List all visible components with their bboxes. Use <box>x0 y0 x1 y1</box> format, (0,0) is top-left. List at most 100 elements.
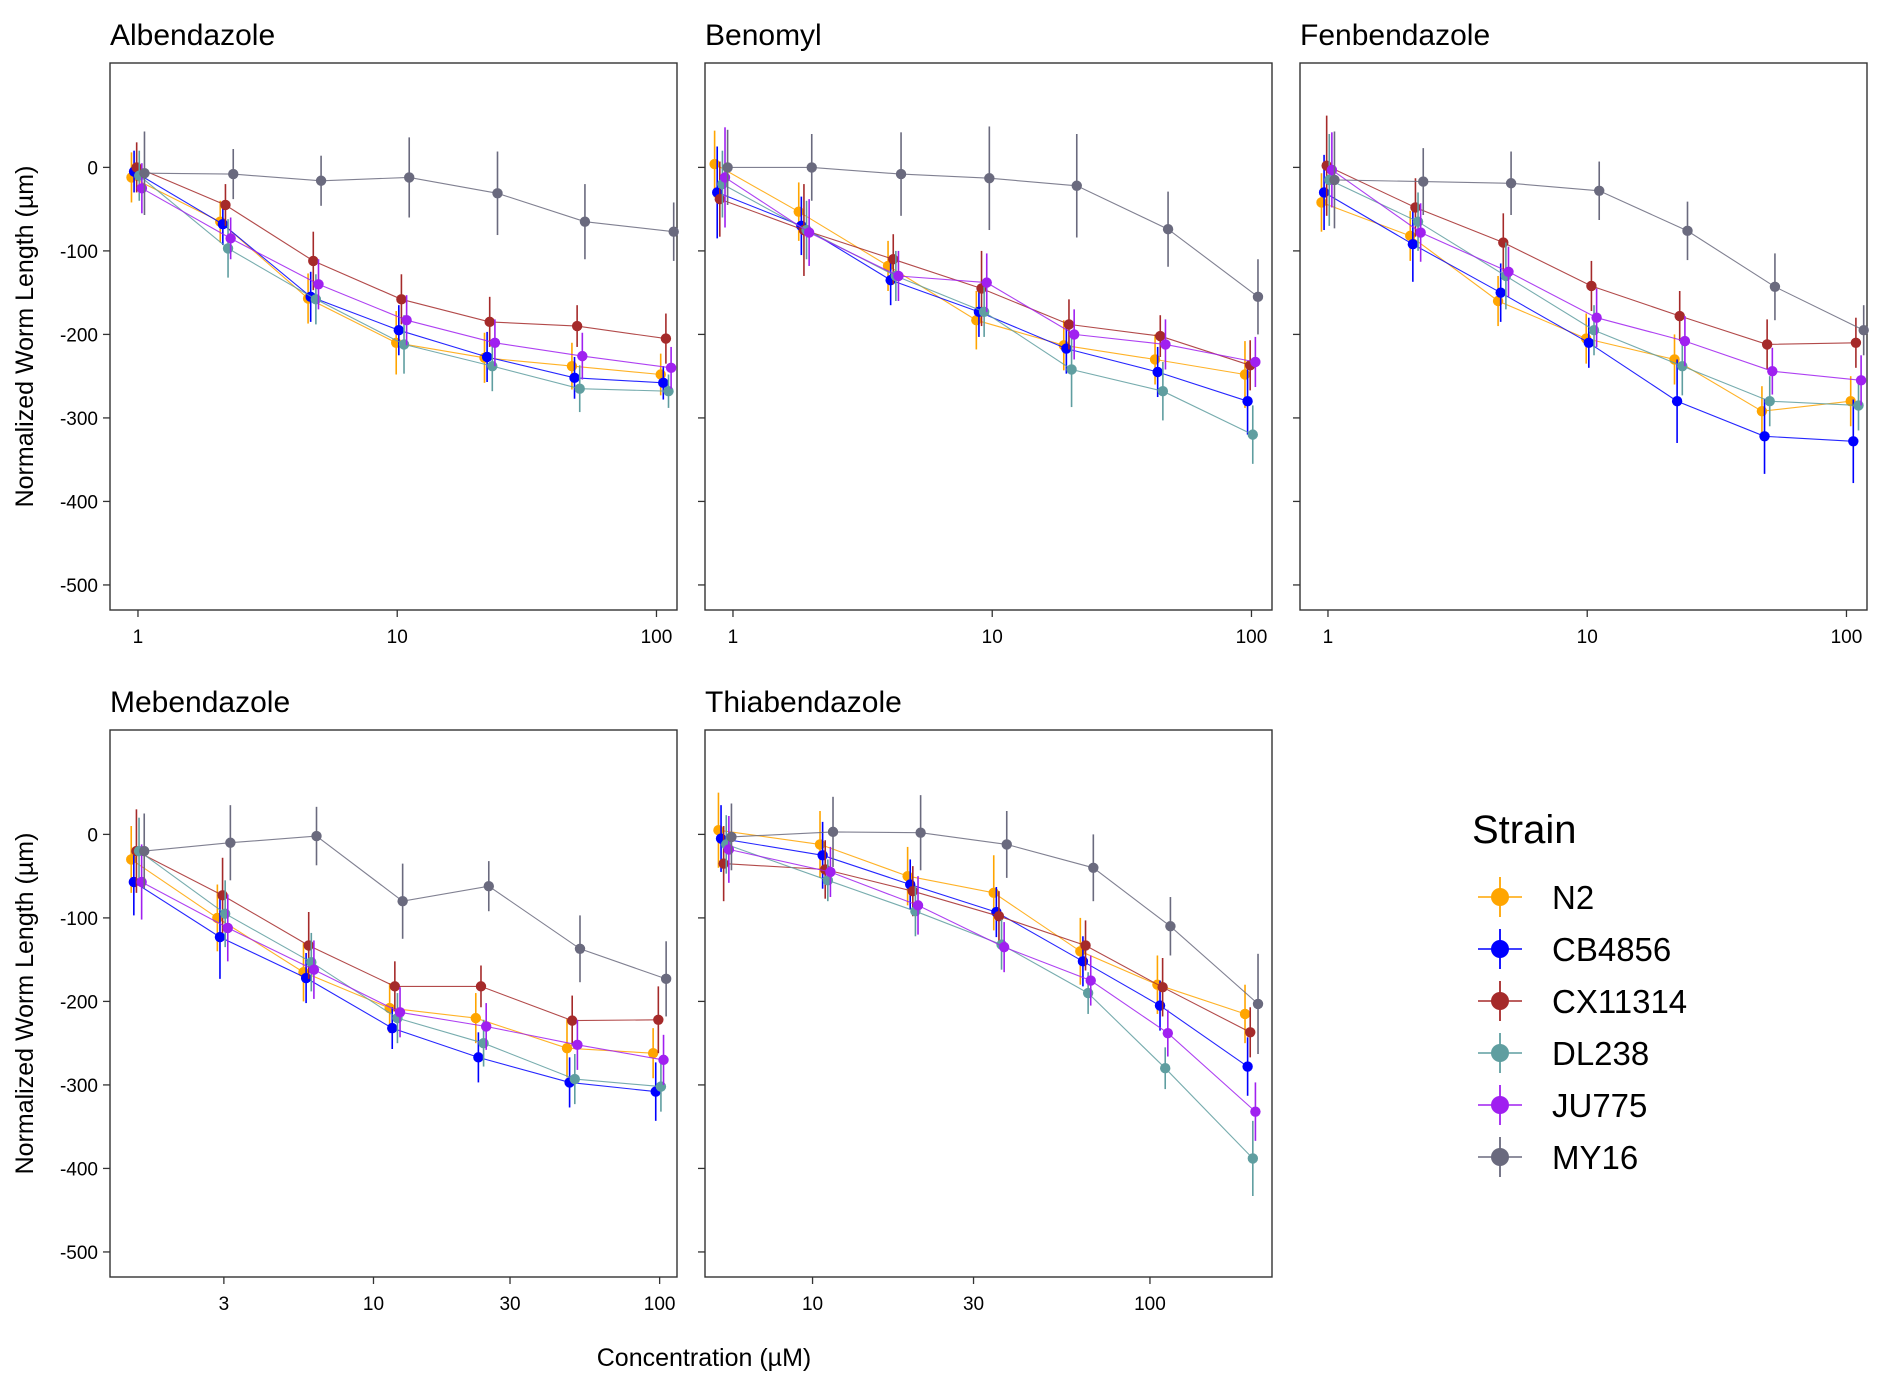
data-point <box>888 254 899 265</box>
data-point <box>1588 325 1600 336</box>
legend-entry-cb4856: CB4856 <box>1478 929 1671 969</box>
data-point <box>1410 202 1421 213</box>
legend-label: CB4856 <box>1552 931 1671 968</box>
data-point <box>668 226 679 237</box>
data-point <box>404 172 415 183</box>
y-tick-label: -500 <box>60 576 98 597</box>
series-cx11314 <box>131 142 672 364</box>
data-point <box>1250 356 1261 368</box>
data-point <box>1761 339 1773 350</box>
x-tick-label: 1 <box>133 627 144 648</box>
y-axis-label: Normalized Worm Length (µm) <box>11 166 39 508</box>
data-point <box>397 895 408 907</box>
data-point <box>566 1015 578 1026</box>
data-point <box>1061 343 1072 354</box>
data-point <box>803 227 815 238</box>
panel-albendazole: Albendazole 0 -100 -200 -300 -400 -500 Normaliz… <box>11 19 679 648</box>
x-tick-label: 100 <box>1134 1294 1166 1315</box>
data-point <box>1154 1000 1166 1011</box>
series-ju775 <box>136 163 677 389</box>
data-point <box>225 233 236 244</box>
legend-label: MY16 <box>1552 1139 1638 1176</box>
data-point <box>825 866 836 878</box>
data-point <box>393 325 405 336</box>
x-tick-label: 10 <box>387 627 408 648</box>
data-point <box>722 162 733 173</box>
data-point <box>315 175 327 186</box>
data-point <box>396 294 407 305</box>
x-tick-label: 10 <box>982 627 1003 648</box>
data-point <box>1239 369 1251 380</box>
data-point <box>579 216 591 227</box>
data-point <box>1247 1153 1259 1164</box>
data-point <box>470 1012 481 1024</box>
data-point <box>1152 366 1163 378</box>
data-point <box>714 193 726 205</box>
data-point <box>217 890 228 901</box>
panel-benomyl: Benomyl 1 10 100 <box>698 19 1273 648</box>
x-tick-label: 1 <box>728 627 739 648</box>
y-tick-label: -200 <box>60 325 98 346</box>
y-tick-label: -400 <box>60 1159 98 1180</box>
data-point <box>1088 862 1099 873</box>
data-point <box>1853 400 1864 411</box>
data-point <box>1160 1063 1171 1074</box>
data-point <box>1503 266 1514 277</box>
legend-label: N2 <box>1552 879 1594 916</box>
data-point <box>222 922 233 934</box>
data-point <box>569 1073 580 1085</box>
data-point <box>220 199 231 211</box>
data-point <box>398 339 410 350</box>
data-point <box>217 218 229 230</box>
data-point <box>574 943 586 954</box>
data-point <box>1505 178 1517 189</box>
x-tick-label: 100 <box>644 1294 676 1315</box>
x-tick-label: 30 <box>499 1294 520 1315</box>
y-tick-label: -400 <box>60 492 98 513</box>
legend-marker <box>1491 888 1509 906</box>
x-axis-label: Concentration (µM) <box>597 1344 811 1372</box>
data-point <box>1415 227 1426 238</box>
data-point <box>1329 174 1340 186</box>
legend-marker <box>1491 1148 1509 1166</box>
data-point <box>1157 386 1169 397</box>
data-point <box>1682 225 1693 237</box>
series-my16 <box>1329 131 1869 356</box>
data-point <box>1412 216 1424 227</box>
data-point <box>222 243 234 254</box>
data-point <box>1858 325 1869 336</box>
series-my16 <box>726 795 1264 1055</box>
series-cb4856 <box>1318 154 1859 484</box>
data-point <box>481 351 493 363</box>
data-point <box>214 931 226 943</box>
data-point <box>1001 839 1012 850</box>
data-point <box>1063 319 1075 330</box>
data-point <box>1326 164 1338 176</box>
data-point <box>1068 329 1080 340</box>
data-point <box>387 1022 398 1034</box>
data-point <box>394 1007 406 1018</box>
data-point <box>1242 396 1253 407</box>
data-point <box>489 337 501 348</box>
panel-frame <box>109 62 678 611</box>
data-point <box>1679 335 1691 347</box>
data-point <box>718 858 729 869</box>
y-tick-label: -300 <box>60 1076 98 1097</box>
data-point <box>219 908 231 919</box>
data-point <box>1671 396 1683 407</box>
series-my16 <box>139 805 672 1017</box>
data-point <box>310 294 322 305</box>
data-point <box>660 973 672 985</box>
data-point <box>136 183 148 194</box>
series-cb4856 <box>715 805 1253 1096</box>
data-point <box>308 964 320 975</box>
data-point <box>1247 429 1258 440</box>
data-point <box>1583 337 1595 348</box>
panel-thiabendazole: Thiabendazole 10 30 100 <box>698 686 1273 1315</box>
x-tick-label: 100 <box>641 627 673 648</box>
data-point <box>1769 281 1781 293</box>
y-tick-label: -200 <box>60 992 98 1013</box>
data-point <box>1085 975 1096 986</box>
series-ju775 <box>719 127 1261 388</box>
